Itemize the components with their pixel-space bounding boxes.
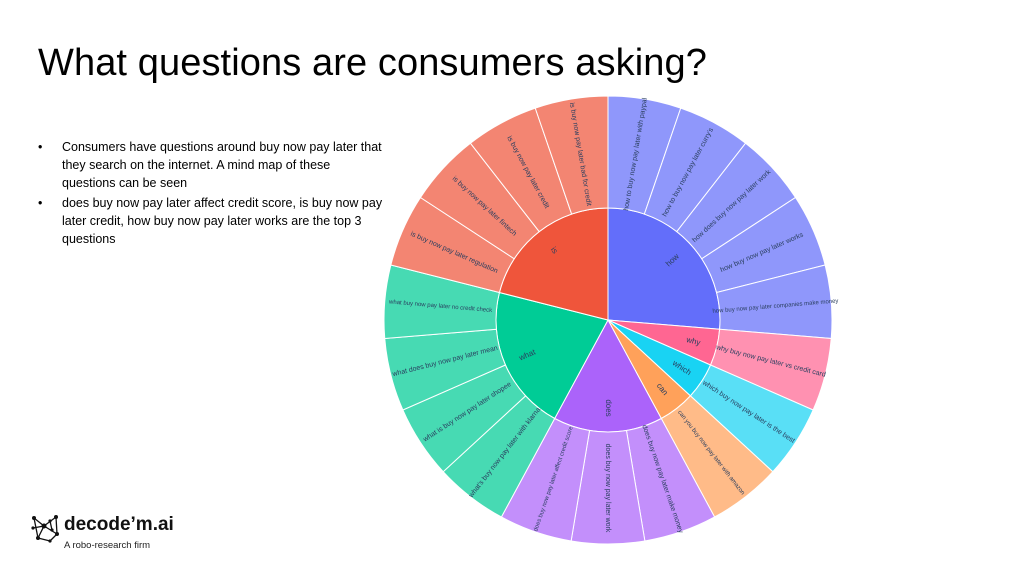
bullet-item: • does buy now pay later affect credit s… — [38, 194, 383, 248]
logo-name: decode’m.ai — [64, 514, 174, 535]
bullet-text: does buy now pay later affect credit sco… — [62, 196, 383, 246]
bullet-item: • Consumers have questions around buy no… — [38, 138, 383, 192]
bullet-list: • Consumers have questions around buy no… — [38, 138, 383, 250]
network-brain-icon — [31, 515, 59, 543]
logo-tagline: A robo-research firm — [64, 540, 151, 551]
sunburst-leaf-label-does-buy-now-pay-later-work: does buy now pay later work — [604, 444, 611, 533]
sunburst-label-is: is — [549, 245, 560, 255]
sunburst-leaf-is-buy-now-pay-later-bad-for-credit[interactable] — [534, 95, 609, 215]
bullet-text: Consumers have questions around buy now … — [62, 140, 382, 190]
bullet-marker: • — [38, 140, 43, 154]
sunburst-label-why: why — [684, 335, 701, 347]
sunburst-label-does: does — [604, 399, 613, 416]
bullet-marker: • — [38, 196, 43, 210]
logo: decode’m.ai A robo-research firm — [30, 512, 230, 554]
slide-title: What questions are consumers asking? — [38, 42, 707, 84]
